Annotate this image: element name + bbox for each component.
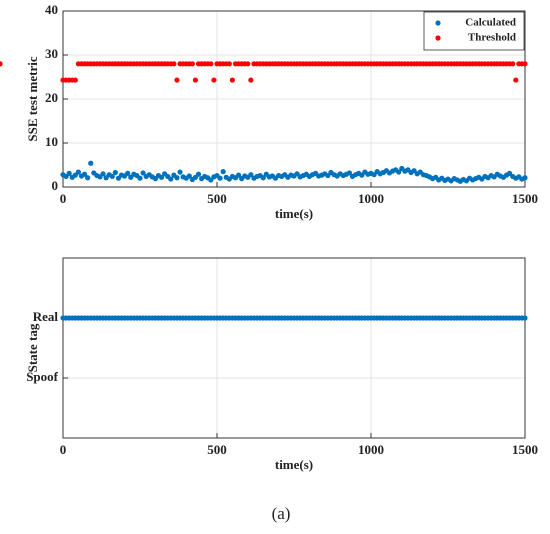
- x-tick-label: 500: [207, 191, 227, 206]
- x-tick-label: 0: [60, 442, 67, 457]
- y-axis-label: SSE test metric: [25, 56, 40, 141]
- point: [158, 174, 165, 180]
- axes-box: [62, 257, 526, 439]
- point: [171, 61, 177, 67]
- legend-marker: [435, 20, 441, 26]
- legend-label: Threshold: [468, 32, 516, 44]
- point: [522, 61, 528, 67]
- x-tick-label: 1500: [512, 442, 538, 457]
- point: [85, 175, 91, 181]
- x-axis-label: time(s): [275, 206, 313, 221]
- x-tick-label: 1000: [358, 191, 384, 206]
- plot-area: [63, 258, 525, 438]
- point: [112, 169, 118, 176]
- point: [109, 173, 115, 180]
- point: [125, 170, 131, 176]
- point: [260, 175, 266, 181]
- point: [510, 61, 516, 67]
- point: [81, 171, 88, 177]
- point: [245, 61, 251, 67]
- point: [211, 77, 217, 83]
- point: [522, 315, 528, 321]
- point: [0, 61, 3, 67]
- point: [140, 170, 146, 176]
- point: [168, 176, 174, 182]
- point: [513, 77, 519, 83]
- y-tick-label: Real: [33, 309, 59, 324]
- point: [229, 77, 235, 83]
- caption: (a): [272, 504, 291, 523]
- point: [208, 61, 214, 67]
- x-tick-label: 1500: [512, 191, 538, 206]
- x-axis-label: time(s): [275, 457, 313, 472]
- point: [75, 169, 81, 175]
- point: [346, 170, 353, 176]
- y-tick-label: 40: [45, 2, 58, 17]
- y-axis-label: State tag: [25, 323, 40, 372]
- point: [72, 77, 78, 83]
- point: [186, 173, 192, 179]
- point: [195, 171, 202, 177]
- point: [235, 172, 242, 178]
- point: [192, 77, 199, 83]
- axes-box: [62, 10, 526, 188]
- point: [88, 160, 94, 166]
- point: [189, 61, 195, 67]
- point: [226, 61, 232, 67]
- point: [522, 175, 528, 181]
- point: [396, 169, 402, 175]
- point: [174, 77, 180, 83]
- legend-box: [423, 11, 525, 51]
- point: [137, 175, 143, 181]
- x-tick-label: 500: [207, 442, 227, 457]
- point: [248, 77, 254, 83]
- point: [220, 169, 226, 175]
- x-tick-label: 0: [60, 191, 67, 206]
- point: [248, 172, 254, 178]
- point: [217, 175, 223, 181]
- y-tick-label: Spoof: [26, 369, 58, 384]
- y-tick-label: 0: [52, 178, 59, 193]
- y-tick-label: 10: [45, 134, 58, 149]
- legend-label: Calculated: [465, 17, 516, 29]
- point: [66, 170, 72, 176]
- y-tick-label: 20: [45, 90, 58, 105]
- point: [100, 171, 106, 177]
- y-tick-label: 30: [45, 46, 58, 61]
- legend-marker: [435, 35, 441, 41]
- point: [177, 169, 183, 175]
- x-tick-label: 1000: [358, 442, 384, 457]
- point: [174, 175, 180, 181]
